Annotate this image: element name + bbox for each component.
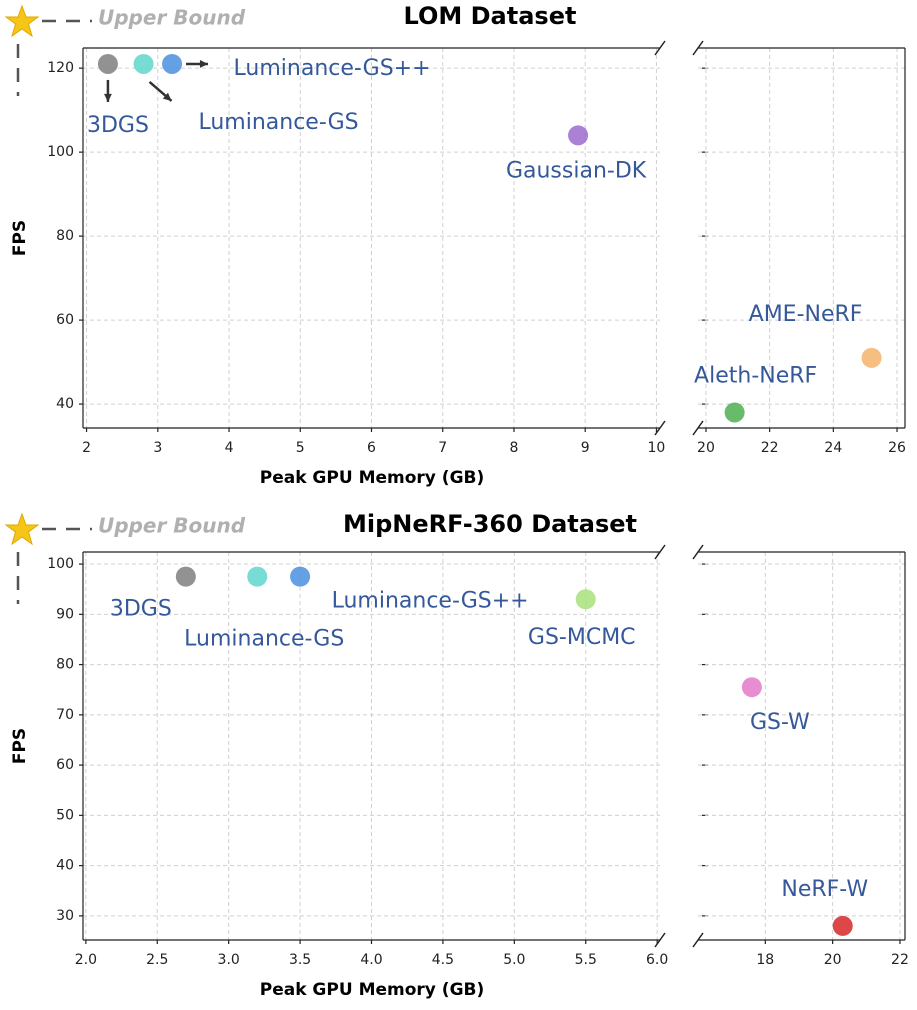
point-label: Gaussian-DK [506,158,647,183]
axis-break [654,932,666,948]
x-tick-label: 5.5 [575,952,597,968]
x-tick-label: 4.0 [360,952,382,968]
point-label: Luminance-GS++ [234,56,431,81]
axis-break [692,932,704,948]
y-axis-label: FPS [10,220,30,256]
point-label: GS-W [750,710,810,735]
x-tick-label: 2 [82,440,91,456]
x-tick-label: 26 [888,440,906,456]
x-tick-label: 7 [438,440,447,456]
data-point [575,589,596,610]
x-tick-label: 18 [756,952,774,968]
x-tick-label: 2.5 [146,952,168,968]
y-tick-label: 80 [56,657,74,673]
data-point [741,677,762,698]
x-tick-label: 8 [510,440,519,456]
axis-break [692,40,704,56]
point-label: Aleth-NeRF [694,363,817,388]
axis-break [692,544,704,560]
data-point [861,347,882,368]
point-label: GS-MCMC [528,625,636,650]
y-tick-label: 60 [56,312,74,328]
x-tick-label: 20 [697,440,715,456]
y-tick-label: 30 [56,908,74,924]
x-tick-label: 10 [648,440,666,456]
axis-break [654,420,666,436]
chart-title: LOM Dataset [404,2,577,30]
arrow-head [199,60,209,68]
point-label: 3DGS [87,113,149,138]
y-tick-label: 90 [56,606,74,622]
data-point [290,566,311,587]
y-tick-label: 80 [56,228,74,244]
x-tick-label: 3 [153,440,162,456]
axis-break [654,40,666,56]
y-tick-label: 100 [47,144,74,160]
x-tick-label: 4 [225,440,234,456]
upper-bound-label: Upper Bound [98,6,246,30]
data-point [832,915,853,936]
x-tick-label: 20 [824,952,842,968]
y-tick-label: 120 [47,60,74,76]
data-point [175,566,196,587]
data-point [97,53,118,74]
y-tick-label: 60 [56,757,74,773]
x-tick-label: 3.0 [218,952,240,968]
y-tick-label: 50 [56,807,74,823]
y-tick-label: 40 [56,858,74,874]
y-axis-label: FPS [10,728,30,764]
x-axis-label: Peak GPU Memory (GB) [260,468,485,488]
data-point [133,53,154,74]
data-point [568,125,589,146]
x-tick-label: 22 [761,440,779,456]
point-label: AME-NeRF [749,302,863,327]
upper-bound-star [4,4,40,38]
x-tick-label: 3.5 [289,952,311,968]
y-tick-label: 40 [56,396,74,412]
point-label: 3DGS [110,597,172,622]
point-label: Luminance-GS [198,110,358,135]
arrow-head [104,93,112,102]
x-tick-label: 22 [891,952,909,968]
data-point [162,53,183,74]
x-axis-label: Peak GPU Memory (GB) [260,980,485,1000]
data-point [247,566,268,587]
x-tick-label: 5 [296,440,305,456]
point-label: Luminance-GS++ [332,589,529,614]
x-tick-label: 6 [367,440,376,456]
x-tick-label: 2.0 [75,952,97,968]
axis-break [692,420,704,436]
point-label: Luminance-GS [184,627,344,652]
x-tick-label: 6.0 [646,952,668,968]
point-label: NeRF-W [781,877,868,902]
chart-title: MipNeRF-360 Dataset [343,510,637,538]
x-tick-label: 24 [824,440,842,456]
upper-bound-star [4,512,40,546]
x-tick-label: 4.5 [432,952,454,968]
x-tick-label: 5.0 [503,952,525,968]
y-tick-label: 100 [47,556,74,572]
upper-bound-label: Upper Bound [98,514,246,538]
y-tick-label: 70 [56,707,74,723]
x-tick-label: 9 [581,440,590,456]
arrow-head [162,92,172,101]
axis-break [654,544,666,560]
data-point [724,402,745,423]
